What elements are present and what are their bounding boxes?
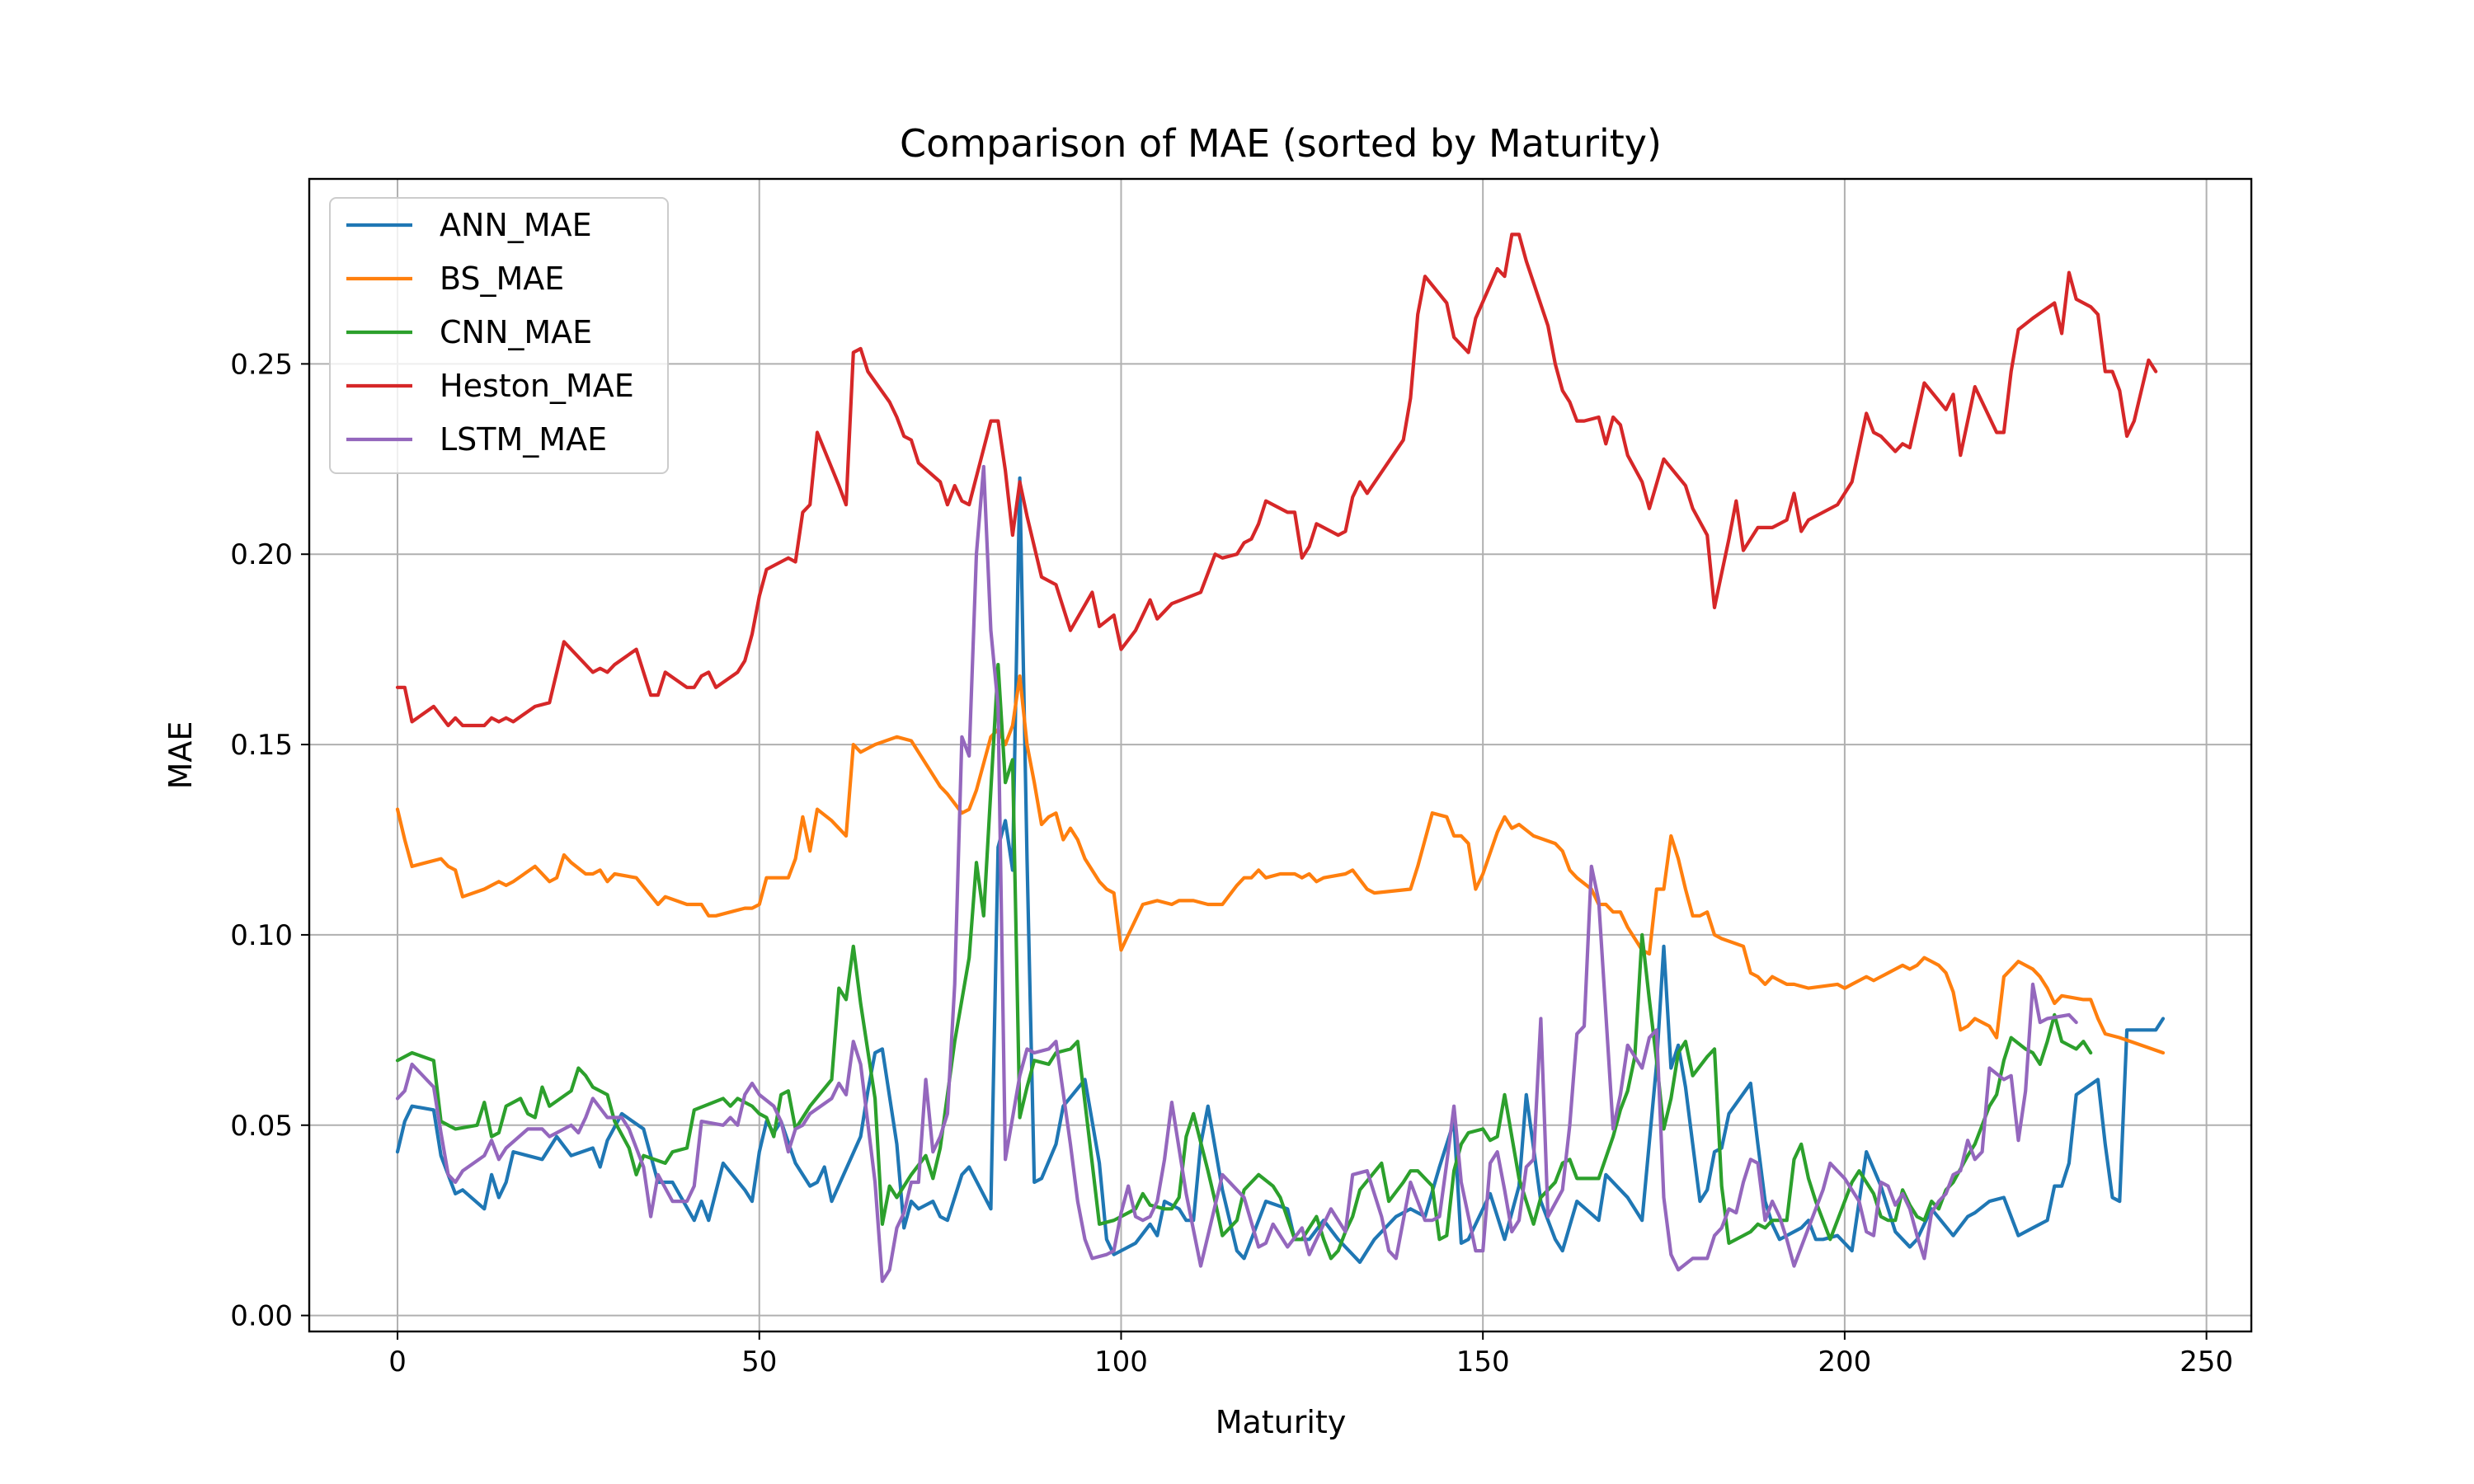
y-axis: 0.00 0.05 0.10 0.15 0.20 0.25 [230,348,309,1333]
legend-label: Heston_MAE [440,368,634,404]
gridlines [309,179,2251,1331]
x-tick-label: 150 [1456,1345,1510,1378]
y-tick-label: 0.05 [230,1110,293,1143]
legend: ANN_MAE BS_MAE CNN_MAE Heston_MAE LSTM_MAE [329,197,669,474]
x-axis-title: Maturity [1216,1404,1347,1440]
x-tick-label: 200 [1818,1345,1871,1378]
series-line-heston-mae [395,232,2158,728]
series-line-ann-mae [395,476,2166,1265]
y-tick-label: 0.10 [230,919,293,952]
series-line-lstm-mae [395,464,2078,1284]
x-axis: 0 50 100 150 200 250 [388,1331,2233,1378]
x-tick-label: 250 [2180,1345,2233,1378]
legend-label: BS_MAE [440,261,564,297]
y-tick-label: 0.00 [230,1300,293,1333]
legend-label: CNN_MAE [440,314,592,350]
series-lines [395,232,2166,1284]
plot-area-frame [308,177,2253,1333]
x-tick-label: 0 [388,1345,407,1378]
x-tick-label: 50 [741,1345,777,1378]
series-line-bs-mae [395,674,2166,1055]
chart-title: Comparison of MAE (sorted by Maturity) [900,121,1662,166]
x-tick-label: 100 [1094,1345,1148,1378]
y-tick-label: 0.25 [230,348,293,381]
legend-label: ANN_MAE [440,207,592,243]
y-tick-label: 0.20 [230,538,293,571]
y-tick-label: 0.15 [230,729,293,762]
legend-label: LSTM_MAE [440,421,607,458]
legend-frame [329,197,669,474]
y-axis-title: MAE [162,721,199,790]
